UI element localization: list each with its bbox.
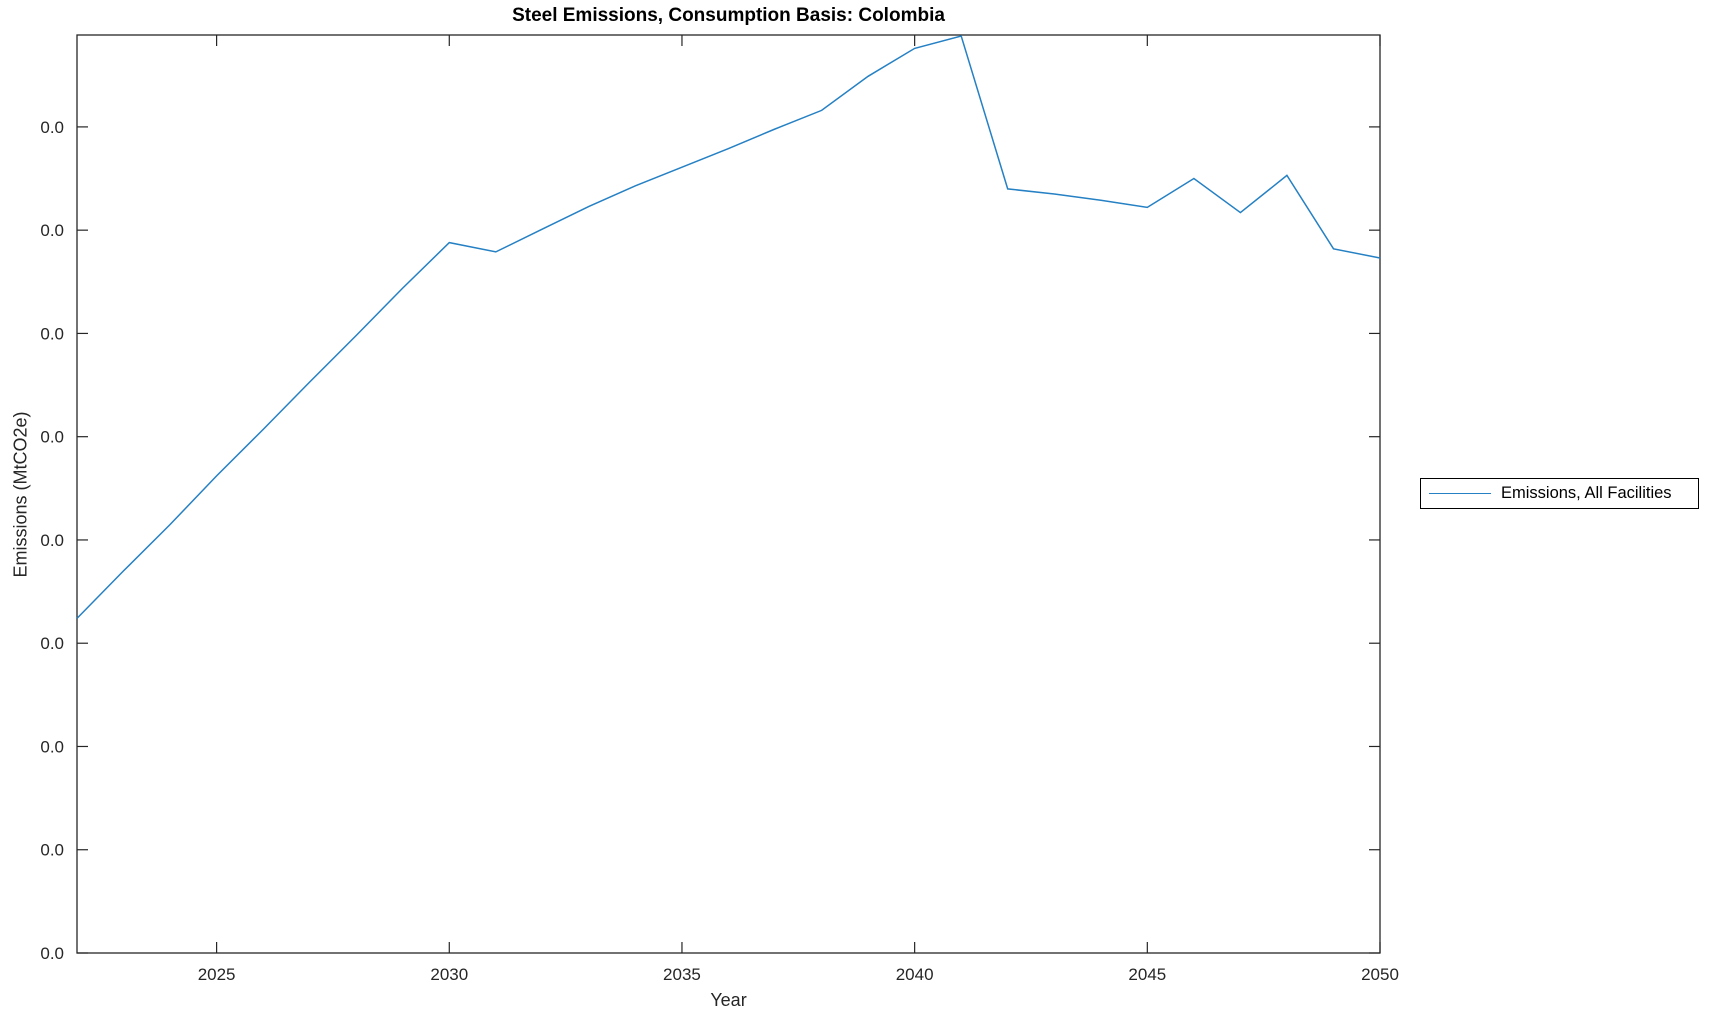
x-tick-label: 2030 [430,965,468,984]
y-tick-label: 0.0 [40,118,64,137]
y-tick-label: 0.0 [40,737,64,756]
x-tick-label: 2045 [1128,965,1166,984]
x-tick-label: 2050 [1361,965,1399,984]
y-tick-label: 0.0 [40,841,64,860]
x-tick-label: 2040 [896,965,934,984]
y-axis-label: Emissions (MtCO2e) [10,410,31,578]
legend-item-label: Emissions, All Facilities [1501,484,1672,502]
y-tick-label: 0.0 [40,944,64,963]
axis-box [76,34,1381,954]
series-line-emissions-all-facilities [76,35,1381,619]
y-tick-label: 0.0 [40,531,64,550]
x-tick-label: 2035 [663,965,701,984]
legend-line-sample [1429,493,1491,494]
y-tick-label: 0.0 [40,428,64,447]
y-axis-label-wrap: Emissions (MtCO2e) [0,35,42,953]
y-tick-label: 0.0 [40,634,64,653]
legend-box: Emissions, All Facilities [1420,478,1699,509]
y-tick-label: 0.0 [40,221,64,240]
x-tick-label: 2025 [198,965,236,984]
x-axis-label: Year [710,990,747,1010]
chart-title: Steel Emissions, Consumption Basis: Colo… [512,5,945,26]
y-tick-label: 0.0 [40,324,64,343]
